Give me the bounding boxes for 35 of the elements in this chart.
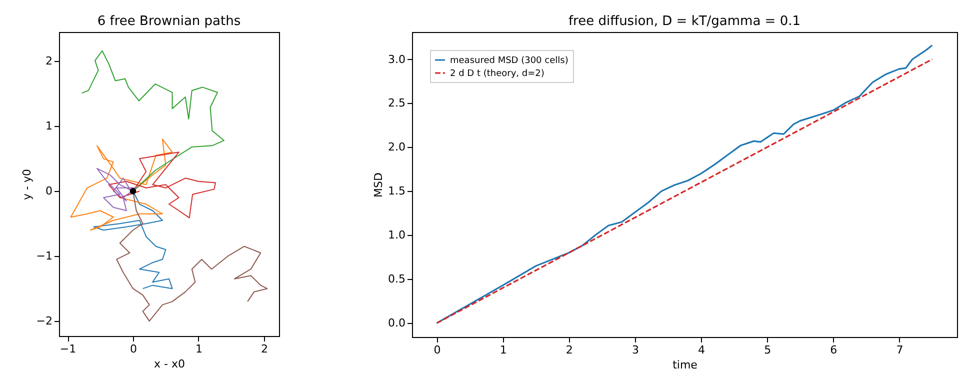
x-axis-title: x - x0: [154, 358, 185, 370]
x-tick-label: 1: [500, 344, 507, 356]
y-tick-label: −2: [36, 314, 52, 328]
y-axis-title: y - y0: [20, 169, 34, 200]
x-tick-label: 4: [698, 344, 706, 356]
line-series: [70, 138, 173, 231]
x-tick-label: 7: [896, 344, 904, 356]
y-tick-label: 3.0: [388, 52, 406, 66]
y-tick-label: 2: [46, 54, 52, 68]
line-series: [96, 168, 137, 212]
y-tick-label: 0: [46, 184, 52, 198]
chart-title: 6 free Brownian paths: [97, 14, 241, 29]
x-tick-label: −1: [60, 342, 76, 356]
x-tick-label: 2: [260, 342, 268, 356]
y-tick-label: 1.0: [388, 228, 406, 242]
x-axis-title: time: [672, 358, 698, 372]
x-tick-label: 1: [195, 342, 202, 356]
y-tick-label: 2.5: [388, 96, 406, 110]
chart-title: free diffusion, D = kT/gamma = 0.1: [568, 14, 801, 29]
y-tick-label: 1.5: [388, 184, 406, 198]
y-tick-label: 1: [46, 120, 52, 133]
line-series: [108, 152, 216, 218]
y-tick-label: −1: [36, 250, 52, 263]
x-tick-label: 2: [566, 344, 573, 356]
x-tick-label: 0: [434, 344, 441, 356]
y-axis-title: MSD: [372, 172, 386, 198]
y-tick-label: 0.5: [388, 272, 406, 286]
y-tick-label: 0.0: [388, 316, 406, 330]
legend-label: 2 d D t (theory, d=2): [450, 69, 544, 79]
x-tick-label: 6: [830, 344, 838, 356]
y-tick-label: 2.0: [388, 140, 406, 154]
legend-label: measured MSD (300 cells): [450, 56, 568, 66]
x-tick-label: 3: [632, 344, 639, 356]
x-tick-label: 0: [130, 342, 137, 356]
x-tick-label: 5: [764, 344, 772, 356]
